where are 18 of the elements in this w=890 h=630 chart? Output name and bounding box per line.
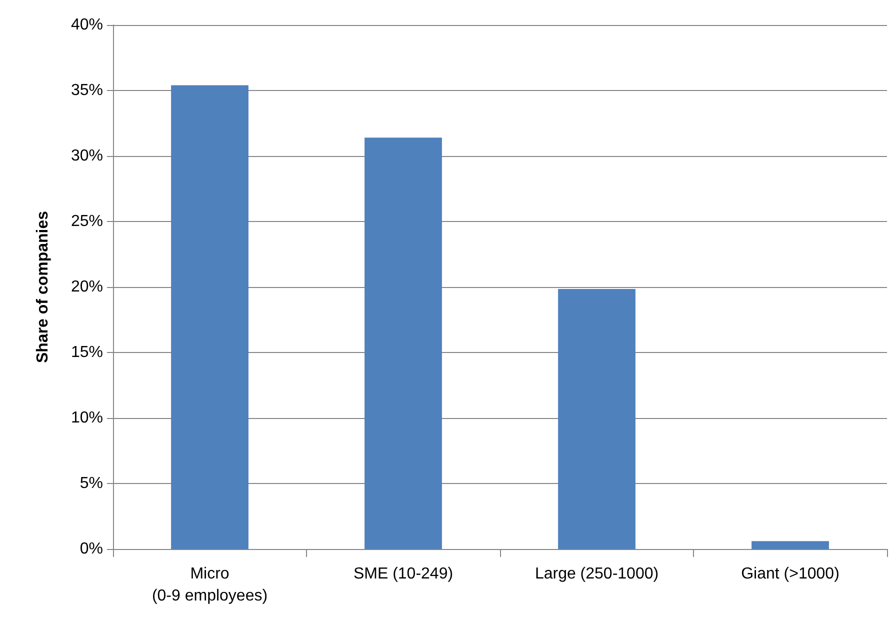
y-tick-label: 30% [70, 148, 103, 164]
y-tick-label: 35% [70, 82, 103, 99]
x-tick-label: SME (10-249) [353, 566, 454, 582]
y-tick-label: 5% [80, 475, 103, 492]
x-tick-label: Giant (>1000) [741, 566, 840, 582]
bar [171, 85, 248, 549]
y-tick-label: 0% [80, 540, 103, 558]
y-tick-label: 25% [70, 213, 103, 230]
y-tick-label: 10% [70, 410, 103, 426]
x-tick-label: Micro (0-9 employees) [152, 566, 268, 604]
y-tick-label: 40% [70, 16, 103, 34]
bar [752, 541, 829, 549]
bar [558, 288, 636, 549]
x-tick-label: Large (250-1000) [534, 566, 659, 582]
y-tick-label: 20% [70, 278, 103, 296]
bar [364, 138, 442, 549]
y-axis-title: Share of companies [34, 210, 52, 364]
y-tick-label: 15% [70, 344, 103, 361]
